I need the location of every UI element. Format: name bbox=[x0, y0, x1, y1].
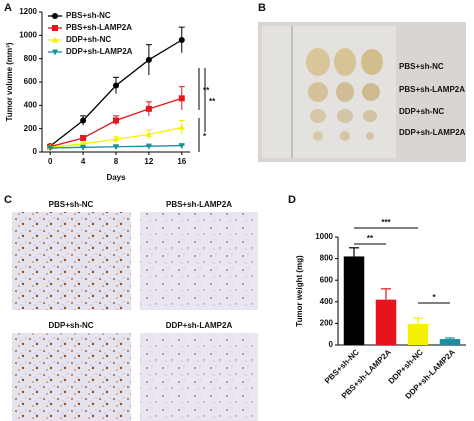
y-axis-label: Tumor volume (mm³) bbox=[5, 42, 14, 121]
marker bbox=[52, 13, 58, 19]
y-tick-label: 1000 bbox=[19, 30, 37, 39]
panel-letter: D bbox=[288, 194, 296, 206]
ihc-image bbox=[12, 212, 131, 310]
y-tick-label: 1000 bbox=[315, 232, 333, 241]
significance: * bbox=[432, 293, 436, 302]
y-tick-label: 800 bbox=[24, 54, 38, 63]
y-tick-label: 1200 bbox=[19, 7, 37, 16]
bar bbox=[439, 339, 461, 345]
legend-label: DDP+sh-NC bbox=[66, 35, 111, 44]
ihc-image bbox=[140, 212, 258, 310]
ihc-label: DDP+sh-LAMP2A bbox=[166, 321, 233, 330]
marker bbox=[178, 37, 185, 43]
panel-letter: B bbox=[258, 2, 266, 14]
ihc-label: PBS+sh-NC bbox=[49, 200, 94, 209]
marker bbox=[113, 82, 119, 89]
y-tick-label: 400 bbox=[320, 297, 334, 306]
photo-label: DDP+sh-NC bbox=[399, 107, 444, 116]
photo-label: PBS+sh-LAMP2A bbox=[399, 85, 465, 94]
marker bbox=[52, 25, 58, 31]
marker bbox=[145, 105, 152, 112]
y-tick-label: 600 bbox=[24, 77, 38, 86]
panel-letter: A bbox=[4, 2, 12, 14]
bar bbox=[343, 256, 365, 345]
ihc-label: DDP+sh-NC bbox=[48, 321, 93, 330]
marker bbox=[52, 36, 58, 43]
y-tick-label: 800 bbox=[320, 254, 334, 263]
significance: ** bbox=[209, 97, 216, 106]
y-axis-label: Tumor weight (mg) bbox=[295, 255, 304, 327]
y-tick-label: 400 bbox=[24, 100, 38, 109]
legend-label: PBS+sh-LAMP2A bbox=[66, 23, 132, 32]
y-tick-label: 0 bbox=[329, 340, 334, 349]
marker bbox=[145, 143, 152, 150]
x-tick-label: 12 bbox=[144, 157, 153, 166]
legend-label: PBS+sh-NC bbox=[66, 11, 111, 20]
marker bbox=[113, 135, 119, 142]
x-tick-label: 4 bbox=[81, 157, 86, 166]
marker bbox=[47, 145, 54, 152]
y-tick-label: 600 bbox=[320, 275, 334, 284]
significance: *** bbox=[381, 218, 391, 227]
marker bbox=[113, 144, 119, 151]
photo-label: PBS+sh-NC bbox=[399, 62, 444, 71]
marker bbox=[80, 135, 87, 141]
marker bbox=[80, 117, 87, 124]
significance: ** bbox=[203, 86, 210, 95]
y-tick-label: 200 bbox=[320, 319, 334, 328]
photo-label: DDP+sh-LAMP2A bbox=[399, 128, 466, 137]
marker bbox=[178, 143, 185, 150]
y-tick-label: 200 bbox=[24, 124, 38, 133]
ihc-image bbox=[12, 333, 131, 421]
x-tick-label: 16 bbox=[177, 157, 186, 166]
significance: ** bbox=[367, 234, 374, 243]
ihc-label: PBS+sh-LAMP2A bbox=[166, 200, 232, 209]
tumor-photo bbox=[258, 22, 466, 162]
marker bbox=[145, 56, 152, 63]
marker bbox=[145, 131, 152, 137]
x-axis-label: Days bbox=[106, 173, 126, 182]
y-tick-label: 0 bbox=[33, 147, 38, 156]
marker bbox=[178, 124, 185, 130]
x-tick-label: 0 bbox=[48, 157, 53, 166]
bar bbox=[407, 323, 429, 345]
significance: * bbox=[203, 132, 207, 141]
marker bbox=[113, 117, 119, 124]
x-tick-label: 8 bbox=[114, 157, 119, 166]
legend-label: DDP+sh-LAMP2A bbox=[66, 47, 133, 56]
bar bbox=[375, 299, 397, 345]
marker bbox=[52, 49, 58, 56]
ihc-image bbox=[140, 333, 258, 421]
marker bbox=[80, 144, 87, 151]
marker bbox=[178, 95, 185, 102]
panel-letter: C bbox=[4, 194, 12, 206]
